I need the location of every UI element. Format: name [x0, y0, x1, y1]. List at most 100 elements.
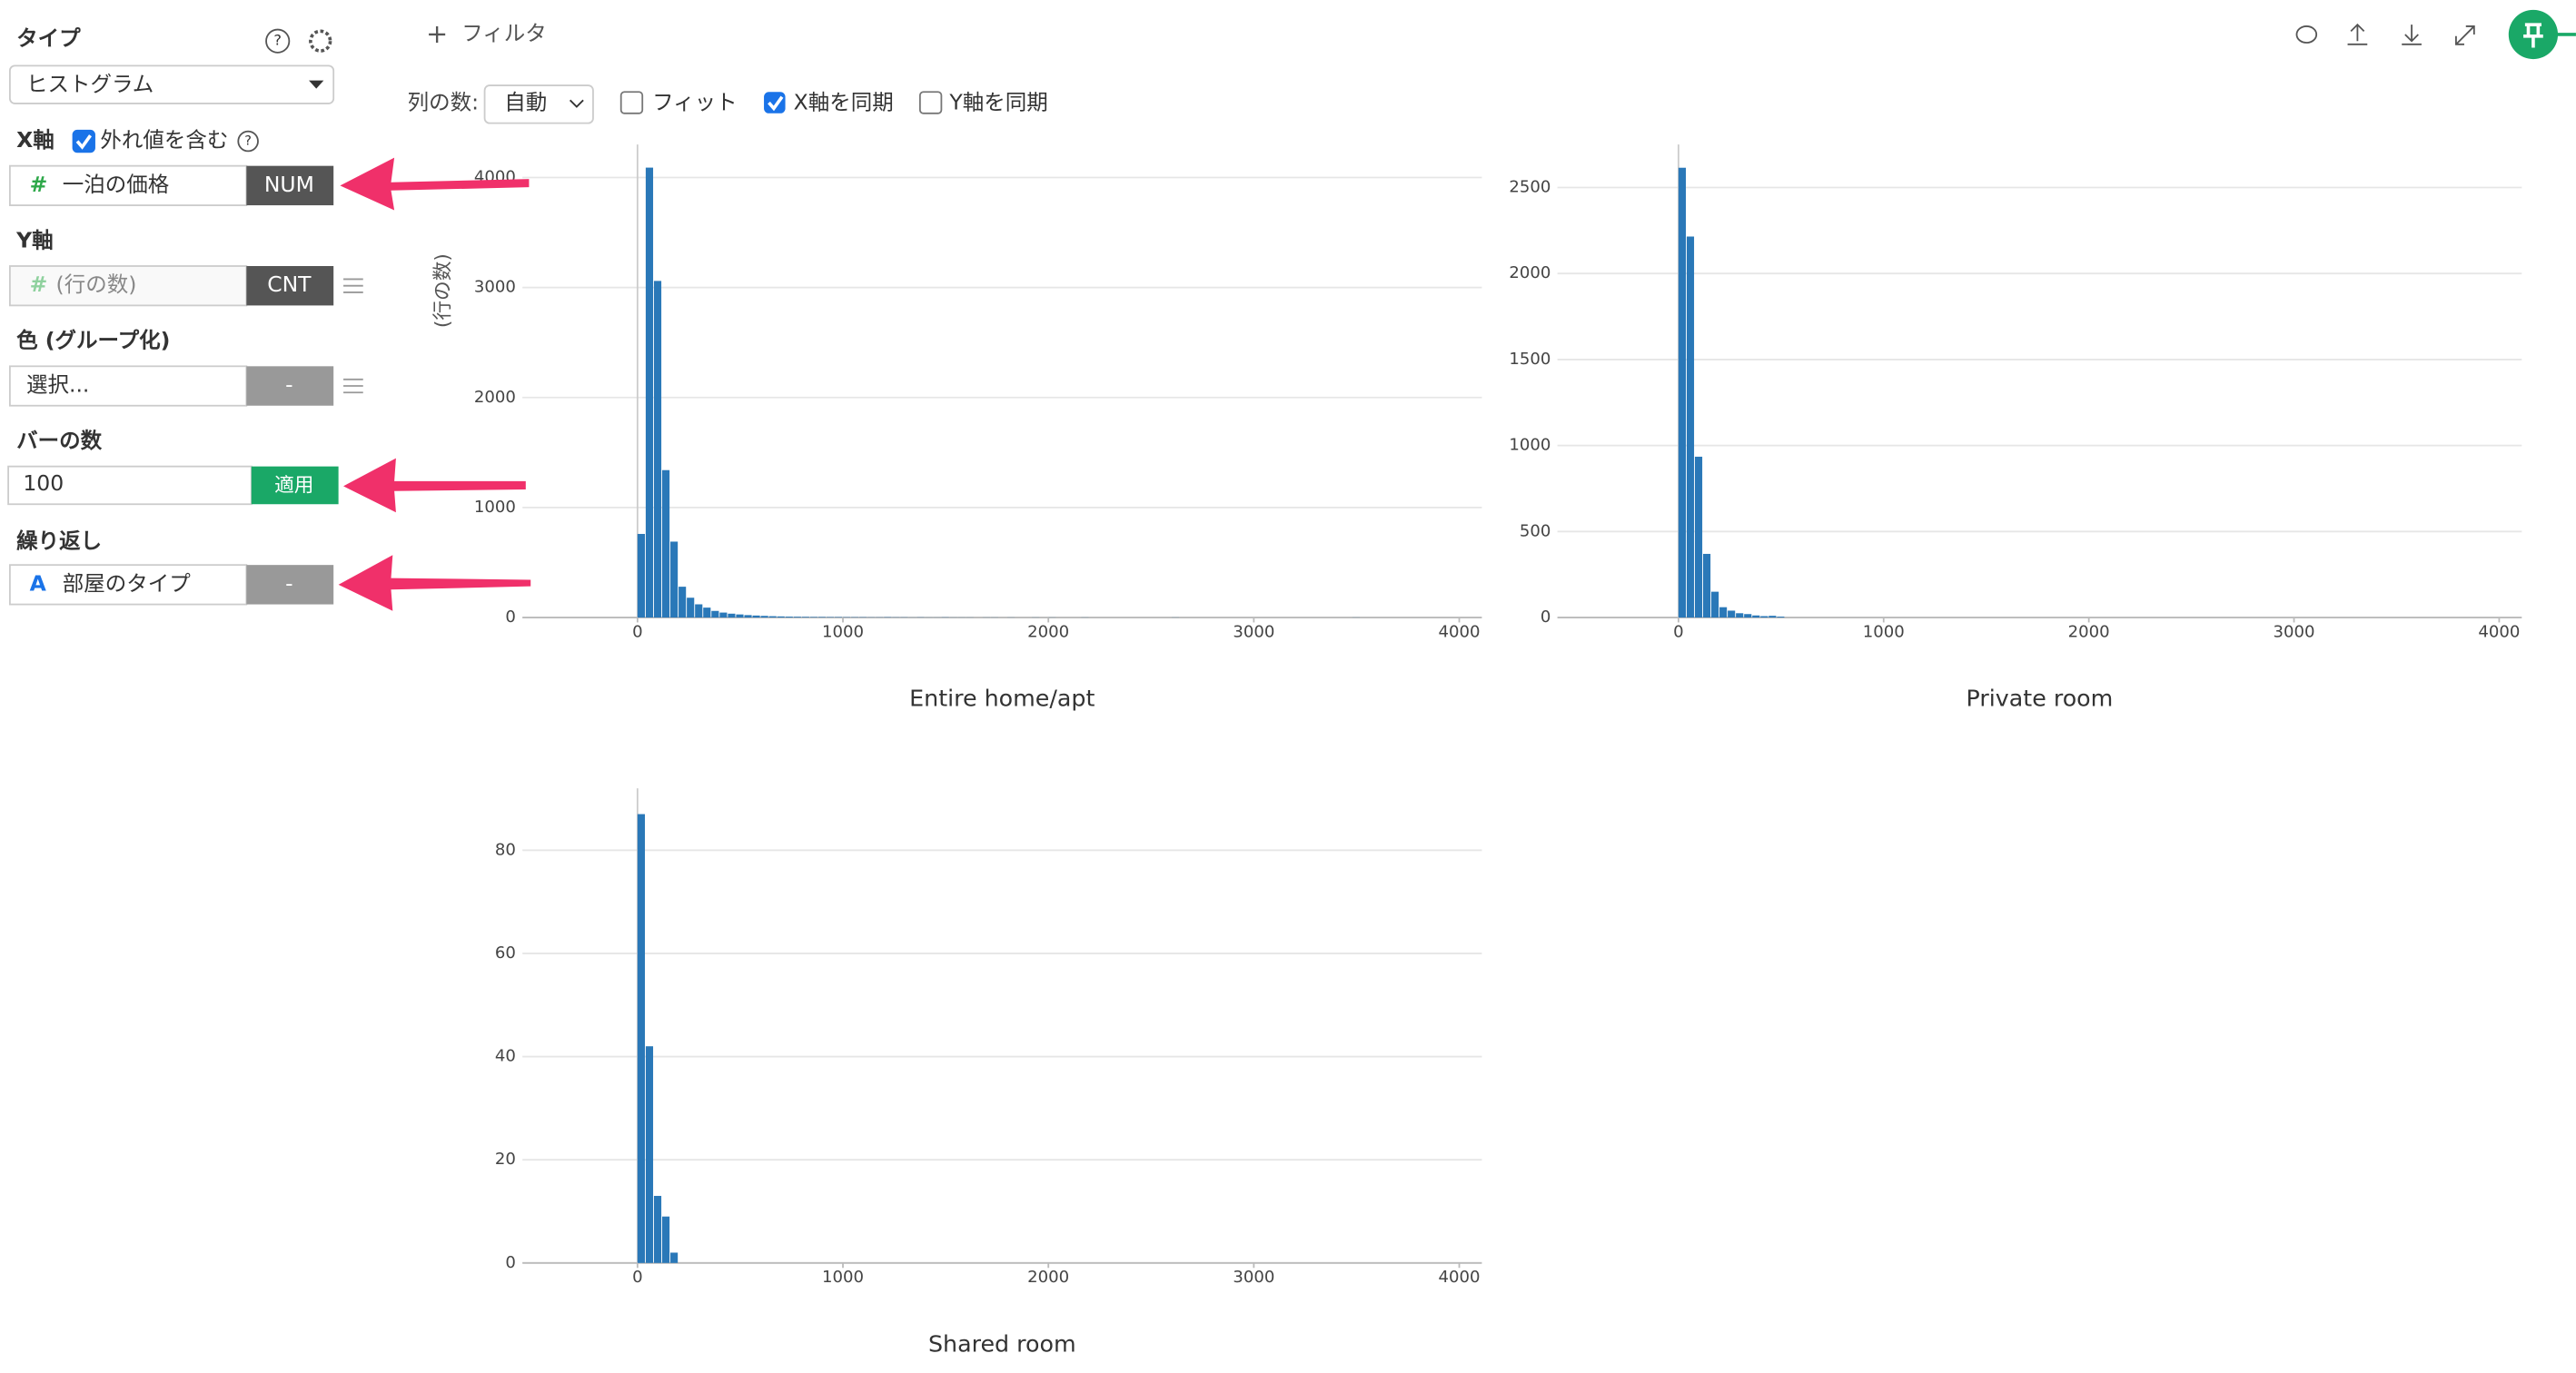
- menu-icon[interactable]: [343, 378, 363, 394]
- help-icon[interactable]: [237, 130, 259, 153]
- y-tick-label: 2000: [474, 388, 516, 407]
- y-tick-label: 1000: [474, 498, 516, 517]
- chart-title: Private room: [1967, 684, 2114, 711]
- x-tick-label: 3000: [2274, 622, 2315, 641]
- x-tick-label: 0: [632, 622, 643, 641]
- type-value: ヒストグラム: [26, 72, 154, 97]
- comment-icon[interactable]: [2295, 25, 2318, 44]
- bars-label: バーの数: [16, 428, 102, 453]
- y-field-name: (行の数): [56, 272, 137, 297]
- histogram-bar: [637, 533, 645, 618]
- y-agg-text: CNT: [267, 272, 312, 297]
- color-label: 色 (グループ化): [16, 328, 170, 353]
- check: [75, 134, 92, 150]
- histogram-bar: [1728, 610, 1736, 618]
- histogram-bar: [645, 167, 654, 618]
- x-tick-label: 4000: [2478, 622, 2520, 641]
- color-agg[interactable]: [246, 366, 334, 406]
- x-tick-label: 2000: [1027, 1268, 1069, 1287]
- y-tick-label: 0: [505, 1253, 516, 1272]
- histogram-bar: [736, 614, 744, 618]
- fit-text: フィット: [652, 89, 738, 114]
- y-tick-label: 80: [495, 840, 516, 859]
- pin-button[interactable]: [2508, 9, 2559, 60]
- histogram-bar: [695, 604, 703, 618]
- sync-y-text: Y軸を同期: [948, 89, 1047, 114]
- histogram-bar: [653, 281, 662, 618]
- annotation-arrow: [338, 555, 531, 611]
- repeat-agg[interactable]: [246, 565, 334, 605]
- y-field[interactable]: [8, 265, 248, 307]
- y-tick-label: 1500: [1509, 350, 1551, 369]
- outlier-checkbox[interactable]: [72, 129, 95, 153]
- filter-button[interactable]: フィルタ: [461, 20, 547, 45]
- y-axis-label: Y軸: [15, 227, 54, 252]
- histogram-bar: [760, 616, 768, 618]
- num-icon: #: [30, 272, 48, 297]
- y-axis-label: (行の数): [431, 253, 454, 328]
- histogram-bar: [1686, 236, 1695, 618]
- y-tick-label: 2500: [1509, 178, 1551, 197]
- menu-icon[interactable]: [343, 278, 363, 293]
- histogram-bar: [1744, 614, 1752, 618]
- histogram-bar: [728, 613, 736, 618]
- histogram-bar: [653, 1195, 662, 1263]
- y-tick-label: 40: [495, 1047, 516, 1066]
- type-select[interactable]: [8, 64, 335, 104]
- x-field-name: 一泊の価格: [63, 172, 169, 197]
- histogram-bar: [719, 612, 728, 618]
- num-icon: #: [30, 172, 48, 197]
- histogram-bar: [661, 1216, 670, 1263]
- fit-checkbox[interactable]: [619, 91, 644, 114]
- color-agg-text: -: [285, 372, 292, 398]
- chevron: [569, 99, 584, 108]
- sync-x-text: X軸を同期: [794, 89, 894, 114]
- outlier-text: 外れ値を含む: [100, 127, 228, 153]
- columns-select[interactable]: [483, 84, 594, 124]
- bars-input[interactable]: [7, 465, 253, 506]
- y-tick-label: 3000: [474, 278, 516, 297]
- repeat-label: 繰り返し: [16, 528, 102, 553]
- histogram-bar: [1752, 615, 1760, 618]
- expand-icon[interactable]: [2455, 25, 2475, 45]
- histogram-bar: [670, 541, 679, 618]
- color-field[interactable]: [8, 365, 248, 407]
- sync-y-checkbox[interactable]: [918, 91, 943, 114]
- repeat-field-name: 部屋のタイプ: [63, 570, 191, 596]
- sync-x-checkbox[interactable]: [764, 92, 786, 114]
- histogram-bar: [1760, 616, 1769, 618]
- histogram-bar: [1694, 456, 1703, 618]
- y-tick-label: 0: [505, 607, 516, 627]
- apply-text: 適用: [274, 474, 313, 497]
- x-tick-label: 2000: [1027, 622, 1069, 641]
- text-icon: A: [30, 570, 47, 596]
- annotation-arrow: [340, 157, 530, 211]
- x-tick-label: 0: [632, 1268, 643, 1287]
- help-icon[interactable]: [265, 28, 291, 54]
- check: [768, 95, 784, 112]
- histogram-bar: [1678, 167, 1687, 618]
- chart-title: Shared room: [928, 1329, 1076, 1357]
- x-tick-label: 0: [1673, 622, 1684, 641]
- pin-icon: [2523, 23, 2543, 48]
- download-icon[interactable]: [2402, 25, 2422, 45]
- help-glyph: ?: [273, 32, 282, 49]
- plus-icon: [429, 25, 446, 44]
- repeat-agg-text: -: [285, 570, 292, 596]
- y-tick-label: 60: [495, 943, 516, 963]
- upload-icon[interactable]: [2347, 23, 2368, 45]
- histogram-bar: [711, 610, 719, 618]
- apply-button[interactable]: [251, 466, 339, 505]
- histogram-bar: [1719, 607, 1728, 618]
- x-agg[interactable]: [246, 165, 334, 206]
- chart-title: Entire home/apt: [909, 684, 1095, 711]
- x-field[interactable]: [8, 164, 248, 206]
- y-agg[interactable]: [246, 265, 334, 306]
- histogram-bar: [679, 587, 687, 618]
- y-tick-label: 20: [495, 1150, 516, 1169]
- histogram-bar: [1769, 616, 1777, 618]
- histogram-bar: [670, 1252, 679, 1263]
- color-field-name: 選択...: [26, 372, 89, 398]
- histogram-bar: [687, 598, 695, 618]
